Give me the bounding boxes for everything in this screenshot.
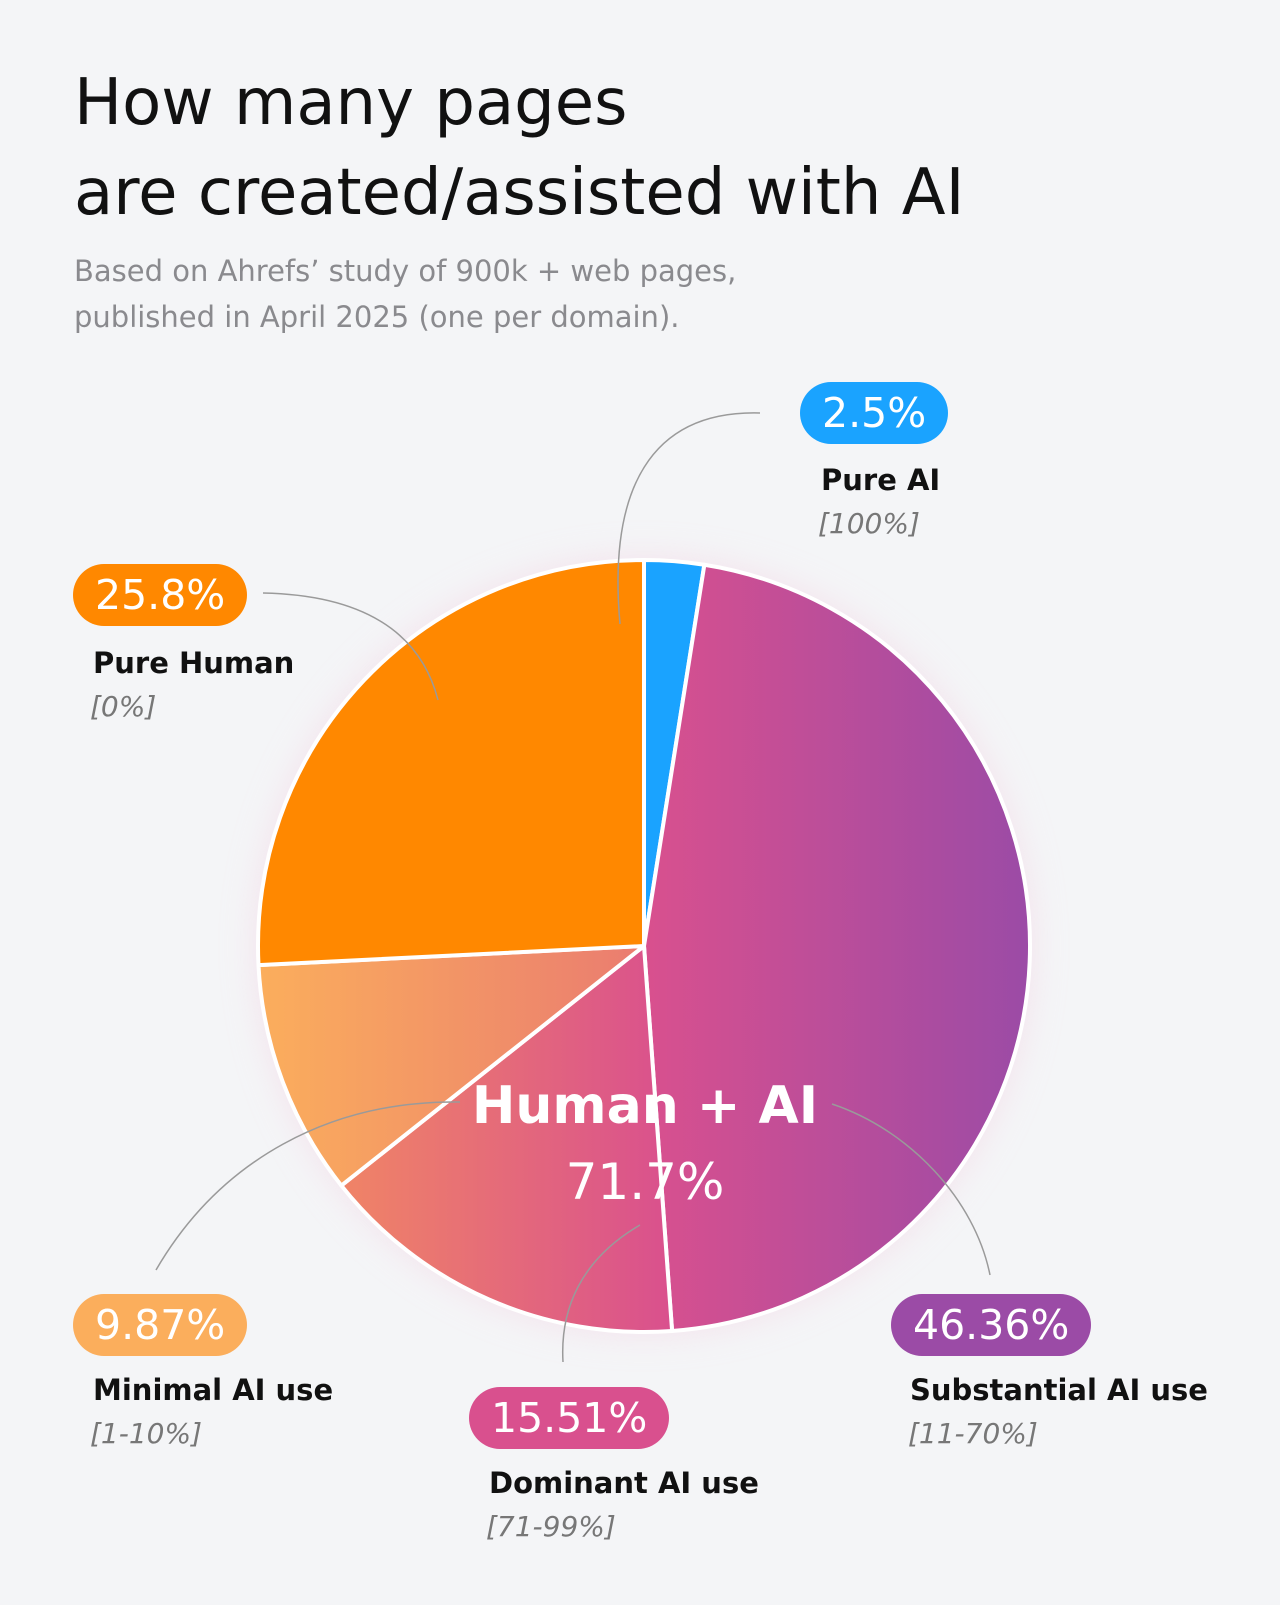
value-badge-pure-human: 25.8% — [73, 564, 248, 626]
value-badge-substantial-ai: 46.36% — [891, 1294, 1092, 1356]
slice-name-pure-ai: Pure AI — [821, 463, 941, 497]
slice-range-substantial-ai: [11-70%] — [908, 1417, 1038, 1450]
value-badge-dominant-ai: 15.51% — [469, 1387, 670, 1449]
slice-range-pure-human: [0%] — [90, 690, 157, 723]
chart-subtitle: Based on Ahrefs’ study of 900k + web pag… — [74, 248, 736, 340]
slice-name-minimal-ai: Minimal AI use — [93, 1373, 334, 1407]
group-label-value: 71.7% — [565, 1153, 725, 1211]
chart-subtitle-line-1: Based on Ahrefs’ study of 900k + web pag… — [74, 254, 737, 288]
connector-dominant-ai — [561, 1224, 641, 1363]
connector-minimal-ai — [155, 1101, 461, 1271]
value-badge-pure-ai: 2.5% — [800, 382, 949, 444]
value-badge-minimal-ai: 9.87% — [73, 1294, 248, 1356]
chart-subtitle-line-2: published in April 2025 (one per domain)… — [74, 300, 680, 334]
slice-name-pure-human: Pure Human — [93, 646, 295, 680]
label-connectors — [155, 412, 991, 1363]
chart-title-line-2: are created/assisted with AI — [74, 156, 965, 230]
chart-title: How many pages are created/assisted with… — [74, 58, 964, 238]
pie-slice-substantial-ai-use — [642, 562, 1032, 1333]
slice-range-pure-ai: [100%] — [818, 507, 920, 540]
slice-range-dominant-ai: [71-99%] — [486, 1510, 616, 1543]
pie-slice-dominant-ai-use — [339, 944, 675, 1334]
pie-slice-minimal-ai-use — [256, 944, 646, 1188]
chart-title-line-1: How many pages — [74, 66, 628, 140]
group-label-name: Human + AI — [471, 1076, 819, 1136]
pie-slice-pure-human — [256, 558, 646, 968]
connector-pure-human — [262, 592, 439, 701]
connector-substantial-ai — [831, 1103, 991, 1276]
pie-slices — [256, 558, 1032, 1334]
connector-pure-ai — [617, 412, 761, 625]
slice-name-dominant-ai: Dominant AI use — [489, 1466, 759, 1500]
slice-range-minimal-ai: [1-10%] — [90, 1417, 202, 1450]
slice-name-substantial-ai: Substantial AI use — [910, 1373, 1208, 1407]
